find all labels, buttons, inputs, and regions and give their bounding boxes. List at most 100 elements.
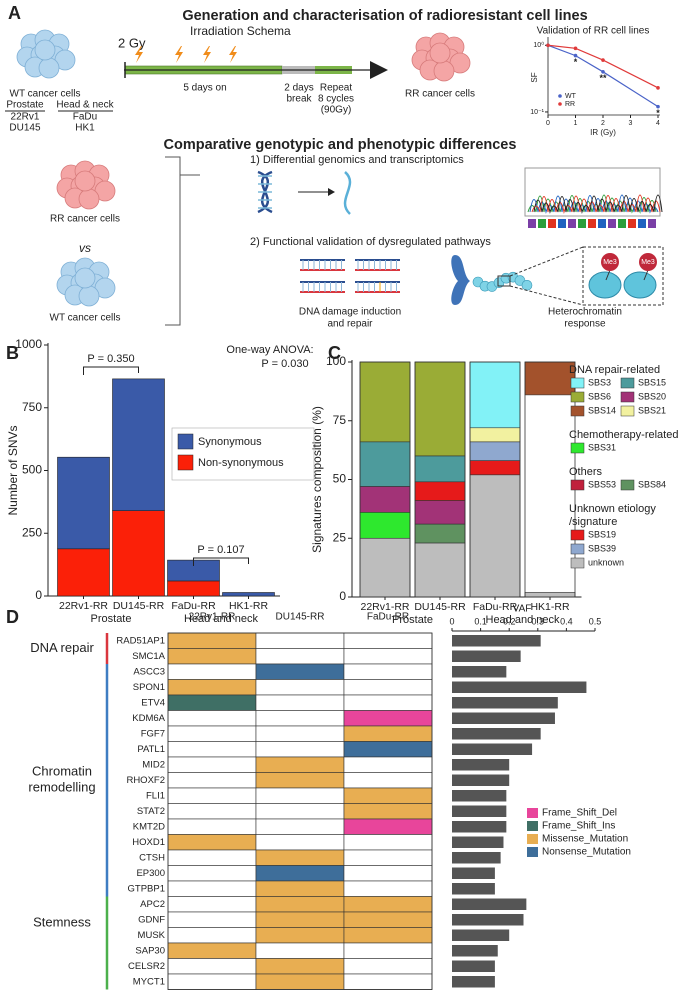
group-label: Stemness [33,914,91,929]
gene-label: KDM6A [132,713,165,724]
matrix-cell [343,818,433,835]
me3-label: Me3 [603,259,617,266]
vaf-bar [452,790,507,802]
matrix-cell [343,834,433,851]
base-call [568,219,576,228]
bracket [83,366,139,375]
x-tick-label: 1 [574,120,578,127]
matrix-cell [167,756,257,773]
vaf-bar [452,666,507,678]
cell-icon [78,285,100,307]
panel-label: A [8,3,21,23]
column-header: 22Rv1-RR [189,612,236,623]
gene-label: ASCC3 [133,666,165,677]
legend-swatch [570,557,585,569]
matrix-cell [255,896,345,913]
matrix-cell [255,942,345,959]
matrix-cell [343,663,433,680]
x-tick-label: 0.5 [589,616,602,626]
point [656,104,660,109]
y-axis-label: Signatures composition (%) [310,406,324,553]
legend-swatch [558,94,562,98]
schema-text: 5 days on [183,83,226,94]
matrix-cell [167,710,257,727]
section-title: Generation and characterisation of radio… [182,8,587,24]
legend-label: Frame_Shift_Del [542,808,617,819]
gene-label: GTPBP1 [128,883,166,894]
x-tick-label: 2 [601,120,605,127]
legend-swatch [177,454,194,471]
bar-segment [414,500,466,525]
bar-segment [414,523,466,544]
cell-icon [429,42,451,64]
cell-label: WT cancer cells [10,89,81,100]
arrow-head [328,188,335,196]
bar-frame [469,361,521,598]
gene-label: KMT2D [133,821,165,832]
bar-segment [469,361,521,429]
significance: ** [599,73,607,83]
matrix-cell [343,803,433,820]
matrix-cell [255,849,345,866]
legend-swatch [570,529,585,541]
matrix-cell [343,725,433,742]
matrix-cell [255,694,345,711]
gene-label: SMC1A [132,651,165,662]
x-axis-label: IR (Gy) [590,128,616,137]
zoom-box [497,275,511,287]
point [601,58,605,62]
schema-label: Irradiation Schema [190,24,291,38]
gene-label: FGF7 [141,728,165,739]
cell-icon [38,57,60,79]
p-value: P = 0.350 [87,353,134,365]
me3-label: Me3 [641,259,655,266]
matrix-cell [167,865,257,882]
nucleosome-big [623,271,657,299]
matrix-cell [255,803,345,820]
zoom-lines [509,246,584,306]
cell-icon [433,60,455,82]
icon-caption: DNA damage induction [299,307,401,318]
base-call [548,219,556,228]
cell-icon [34,39,56,61]
legend-group-title: Unknown etiology [569,503,656,515]
schema-text: break [286,94,312,105]
x-tick-label: 3 [629,120,633,127]
gene-label: SAP30 [135,945,165,956]
significance: * [656,108,660,118]
matrix-cell [167,648,257,665]
matrix-cell [255,772,345,789]
chart-title: Validation of RR cell lines [537,26,650,37]
legend-label: Frame_Shift_Ins [542,821,615,832]
legend-group-title: DNA repair-related [569,364,660,376]
group-label: Prostate [6,100,44,111]
legend-label: Synonymous [198,436,262,448]
y-tick-label: 25 [333,530,347,544]
group-label: Head and neck [184,613,258,625]
vaf-bar [452,914,524,926]
vaf-bar [452,945,498,957]
legend-label: WT [565,93,577,100]
bar-segment [359,537,411,598]
base-call [638,219,646,228]
bar-segment [414,542,466,598]
vaf-bar [452,852,501,864]
legend-swatch [570,391,585,403]
cell-icon [74,267,96,289]
bar-segment [414,455,466,483]
legend-swatch [527,808,538,818]
bar-segment [57,456,110,550]
group-label: remodelling [28,780,95,795]
legend-swatch [620,391,635,403]
step-label: 2) Functional validation of dysregulated… [250,236,491,248]
gene-label: STAT2 [137,806,165,817]
cell-line: HK1 [75,123,95,134]
gene-label: EP300 [136,868,165,879]
me3-mark [639,253,657,271]
matrix-cell [167,632,257,649]
chromatogram-trace [533,194,663,214]
legend-label: SBS14 [588,405,616,415]
bar-segment [359,512,411,539]
bar-frame [414,361,466,598]
matrix-cell [255,710,345,727]
